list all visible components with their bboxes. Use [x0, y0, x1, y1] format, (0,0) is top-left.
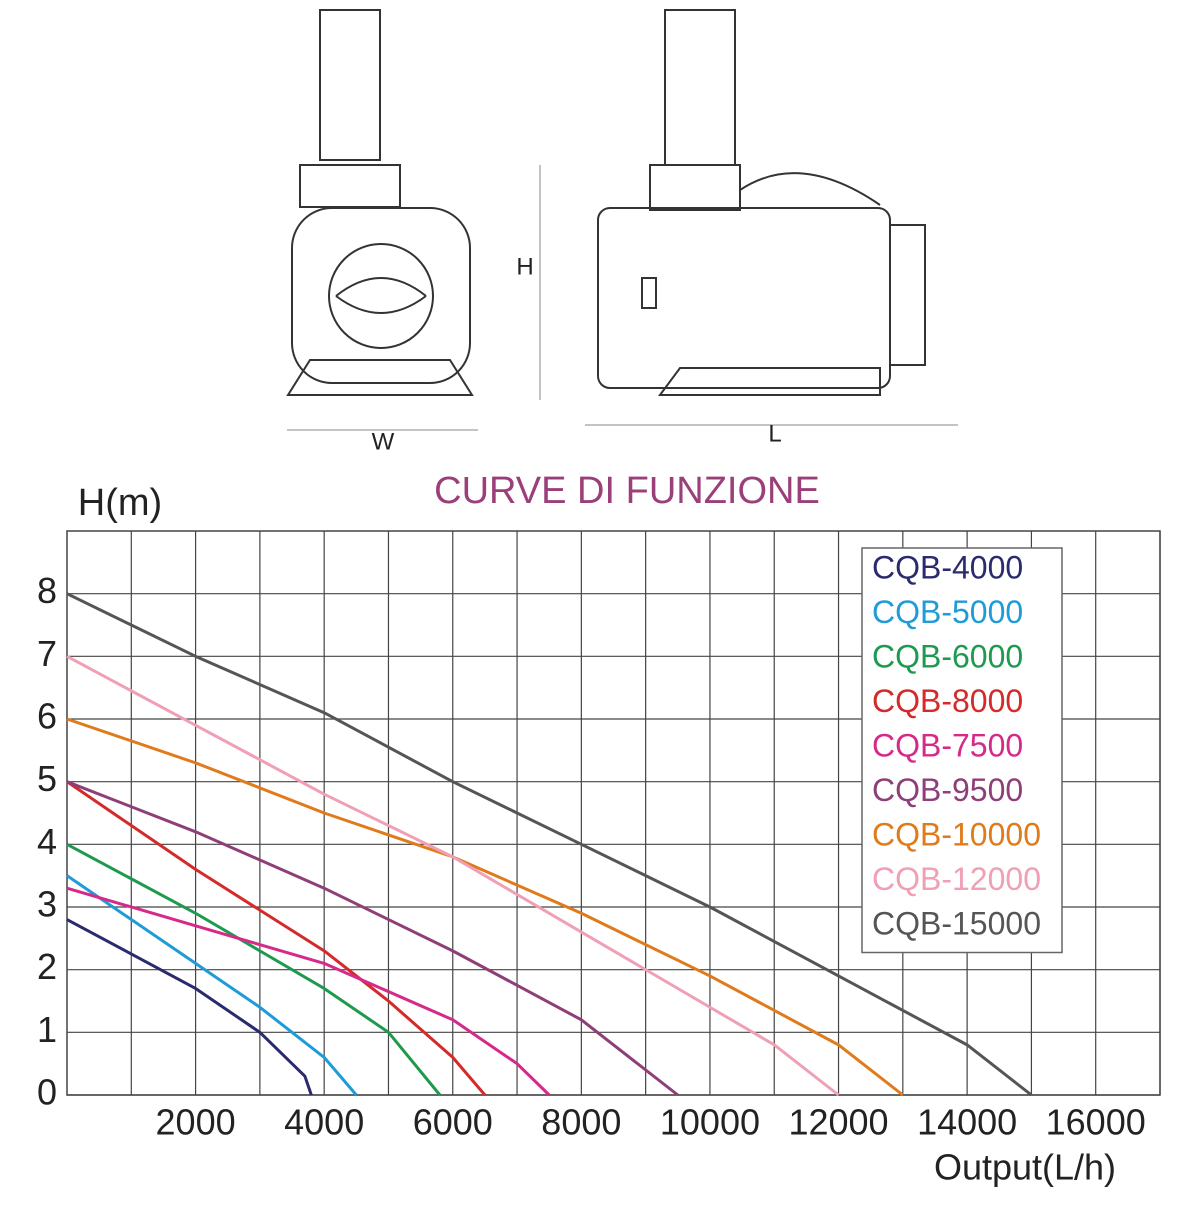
legend-box [861, 547, 1063, 954]
series-line [66, 655, 840, 1097]
series-line [66, 886, 551, 1097]
series-line [66, 874, 358, 1096]
y-tick-label: 7 [37, 633, 57, 674]
series-line [66, 592, 1033, 1097]
legend-entry: CQB-6000 [872, 638, 1023, 674]
legend-entry: CQB-7500 [872, 727, 1023, 763]
x-tick-label: 16000 [1046, 1102, 1146, 1143]
y-tick-label: 3 [37, 884, 57, 925]
x-tick-label: 14000 [917, 1102, 1017, 1143]
y-axis-label: H(m) [78, 482, 162, 524]
series-line [66, 843, 442, 1096]
x-tick-label: 4000 [284, 1102, 364, 1143]
series-line [66, 717, 904, 1097]
y-tick-label: 4 [37, 821, 57, 862]
series-line [66, 918, 313, 1096]
chart-title: CURVE DI FUNZIONE [434, 470, 820, 512]
y-tick-label: 6 [37, 696, 57, 737]
width-label: W [372, 428, 395, 455]
legend-entry: CQB-12000 [872, 861, 1041, 897]
legend-entry: CQB-15000 [872, 905, 1041, 941]
legend-entry: CQB-5000 [872, 594, 1023, 630]
y-tick-label: 5 [37, 758, 57, 799]
x-tick-label: 2000 [156, 1102, 236, 1143]
x-tick-label: 12000 [788, 1102, 888, 1143]
series-line [66, 780, 679, 1097]
legend-entry: CQB-4000 [872, 549, 1023, 585]
x-tick-label: 6000 [413, 1102, 493, 1143]
y-tick-label: 2 [37, 946, 57, 987]
legend-entry: CQB-10000 [872, 816, 1041, 852]
x-axis-label: Output(L/h) [934, 1147, 1116, 1188]
y-tick-label: 8 [37, 570, 57, 611]
pump-side [539, 9, 958, 426]
y-tick-label: 1 [37, 1009, 57, 1050]
x-tick-label: 8000 [541, 1102, 621, 1143]
length-label: L [768, 420, 781, 447]
height-label: H [516, 253, 533, 280]
pump-front [286, 9, 478, 431]
legend-entry: CQB-9500 [872, 772, 1023, 808]
y-tick-label: 0 [37, 1072, 57, 1113]
x-tick-label: 10000 [660, 1102, 760, 1143]
legend-entry: CQB-8000 [872, 683, 1023, 719]
